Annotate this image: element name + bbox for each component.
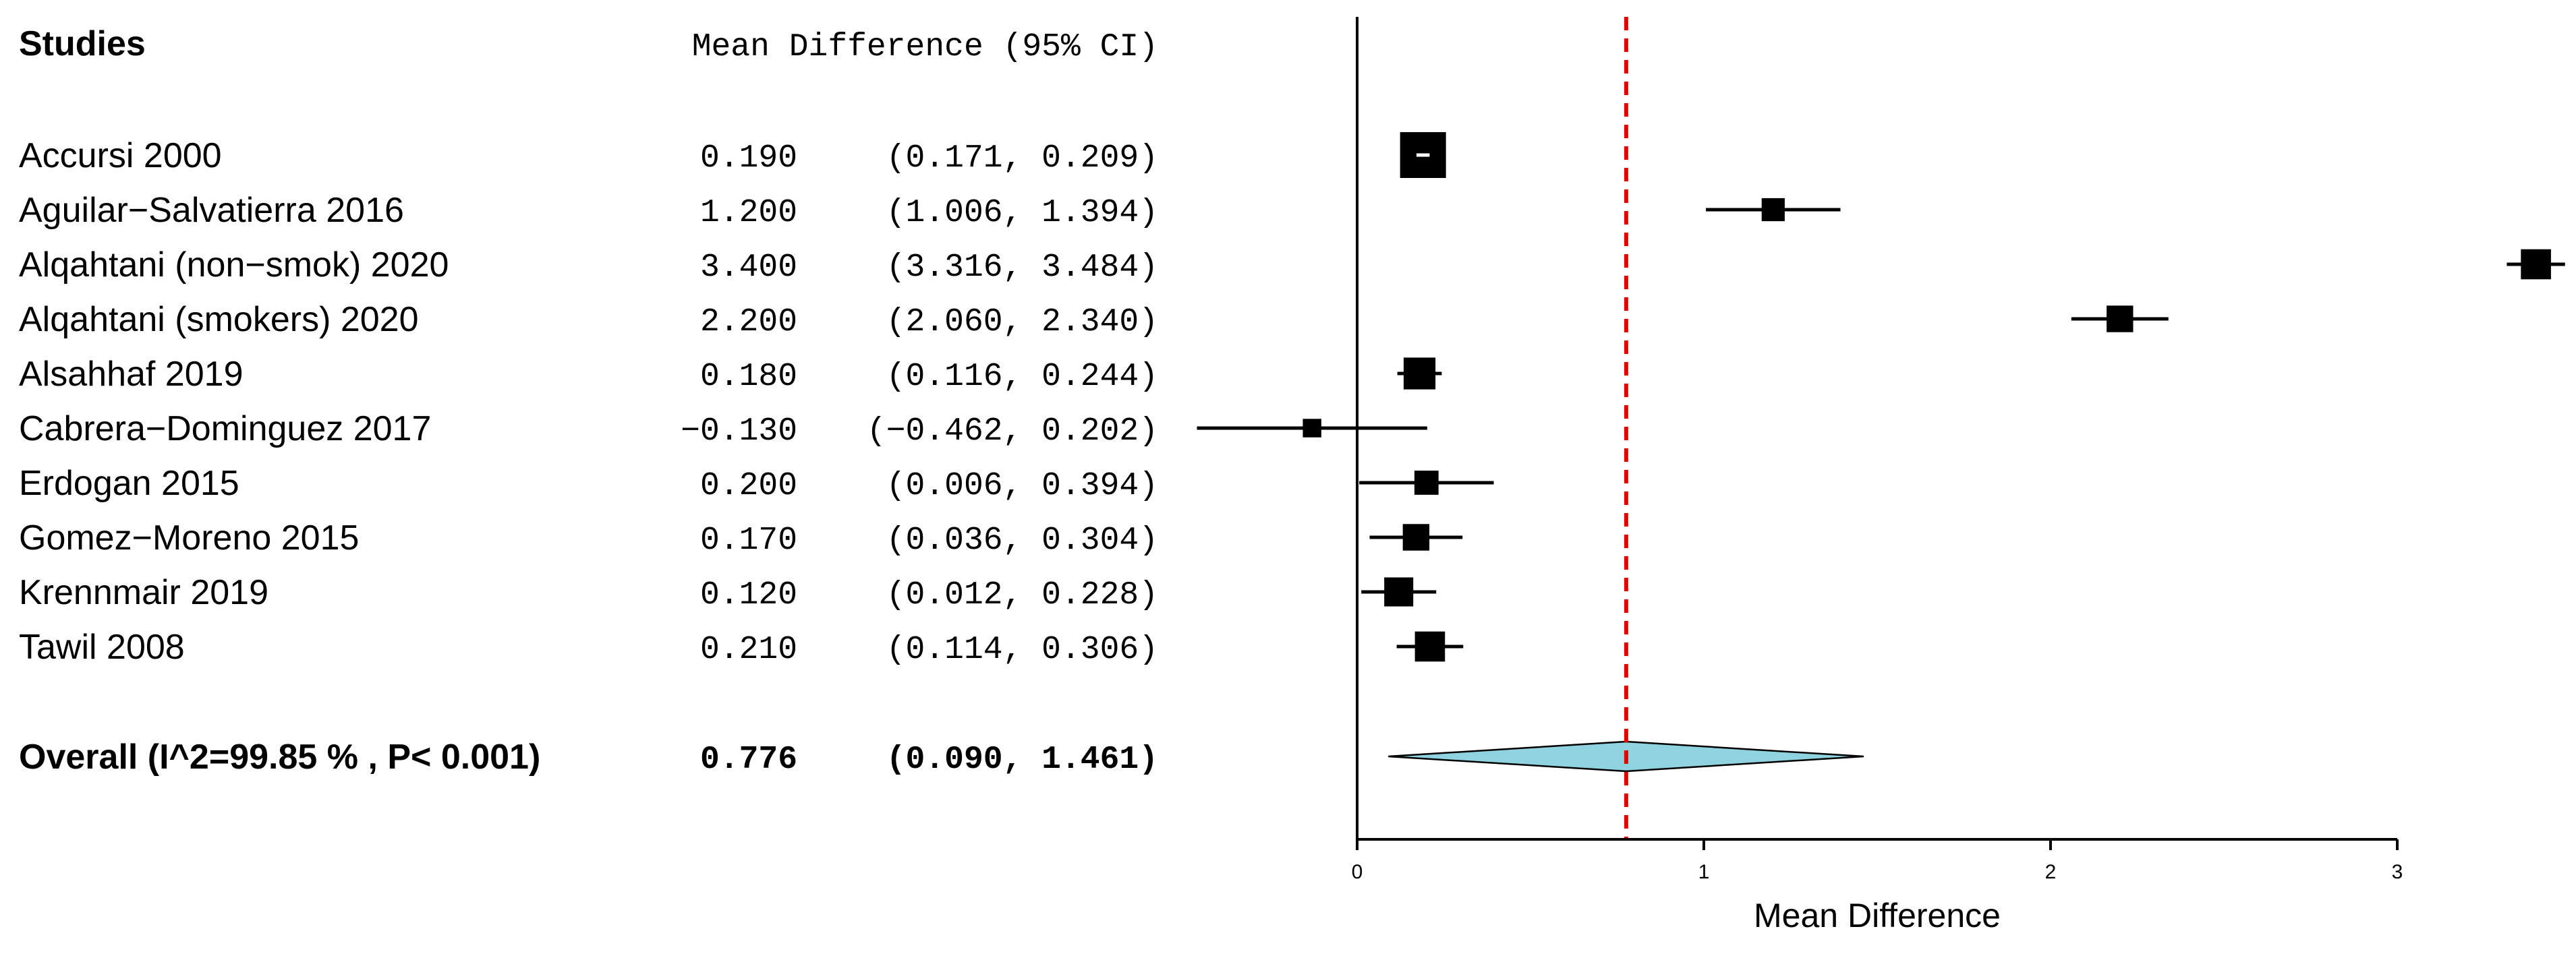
- study-point-marker: [1384, 577, 1414, 607]
- study-point-marker: [2107, 305, 2134, 332]
- x-axis-tick-label: 2: [2045, 861, 2057, 883]
- study-confidence-interval: (1.006, 1.394): [886, 195, 1158, 231]
- studies-column-header: Studies: [19, 24, 146, 63]
- overall-label: Overall (I^2=99.85 % , P< 0.001): [19, 738, 540, 777]
- study-label: Gomez−Moreno 2015: [19, 518, 359, 558]
- study-mean-difference: 0.120: [700, 577, 797, 613]
- x-axis-tick-label: 0: [1352, 861, 1363, 883]
- study-mean-difference: 0.180: [700, 359, 797, 395]
- study-confidence-interval: (−0.462, 0.202): [867, 413, 1158, 450]
- overall-mean-difference: 0.776: [700, 742, 797, 778]
- study-label: Erdogan 2015: [19, 464, 239, 503]
- study-label: Accursi 2000: [19, 136, 222, 175]
- study-label: Aguilar−Salvatierra 2016: [19, 191, 404, 230]
- study-confidence-interval: (0.114, 0.306): [886, 632, 1158, 668]
- study-label: Cabrera−Dominguez 2017: [19, 409, 431, 448]
- study-label: Alsahhaf 2019: [19, 355, 244, 394]
- study-point-marker: [1303, 419, 1321, 438]
- study-mean-difference: 2.200: [700, 304, 797, 340]
- plot-area: 0 1 2 3 Mean Difference: [1197, 17, 2565, 934]
- study-mean-difference: 0.170: [700, 522, 797, 559]
- study-confidence-interval: (0.006, 0.394): [886, 468, 1158, 504]
- study-point-marker: [1414, 631, 1446, 662]
- study-point-marker: [2521, 249, 2551, 280]
- overall-confidence-interval: (0.090, 1.461): [886, 742, 1158, 778]
- study-mean-difference: 0.200: [700, 468, 797, 504]
- study-mean-difference: −0.130: [681, 413, 797, 450]
- study-mean-difference: 0.210: [700, 632, 797, 668]
- study-label: Alqahtani (smokers) 2020: [19, 300, 419, 339]
- study-confidence-interval: (3.316, 3.484): [886, 249, 1158, 286]
- x-axis-tick-label: 1: [1698, 861, 1710, 883]
- study-label: Krennmair 2019: [19, 573, 268, 612]
- effect-column-header: Mean Difference (95% CI): [692, 29, 1158, 65]
- study-confidence-interval: (2.060, 2.340): [886, 304, 1158, 340]
- study-label: Tawil 2008: [19, 628, 185, 667]
- study-confidence-interval: (0.012, 0.228): [886, 577, 1158, 613]
- study-label: Alqahtani (non−smok) 2020: [19, 245, 449, 285]
- study-point-marker: [1402, 524, 1430, 551]
- x-axis-tick-label: 3: [2392, 861, 2403, 883]
- study-point-marker: [1403, 357, 1436, 390]
- study-point-marker: [1761, 198, 1785, 222]
- study-confidence-interval: (0.116, 0.244): [886, 359, 1158, 395]
- study-confidence-interval: (0.036, 0.304): [886, 522, 1158, 559]
- study-confidence-interval: (0.171, 0.209): [886, 140, 1158, 177]
- study-rows: Accursi 2000 0.190 (0.171, 0.209) Aguilar−S…: [19, 136, 1158, 778]
- x-axis-label: Mean Difference: [1754, 897, 2001, 934]
- study-point-marker: [1414, 471, 1439, 495]
- study-mean-difference: 1.200: [700, 195, 797, 231]
- study-mean-difference: 3.400: [700, 249, 797, 286]
- study-mean-difference: 0.190: [700, 140, 797, 177]
